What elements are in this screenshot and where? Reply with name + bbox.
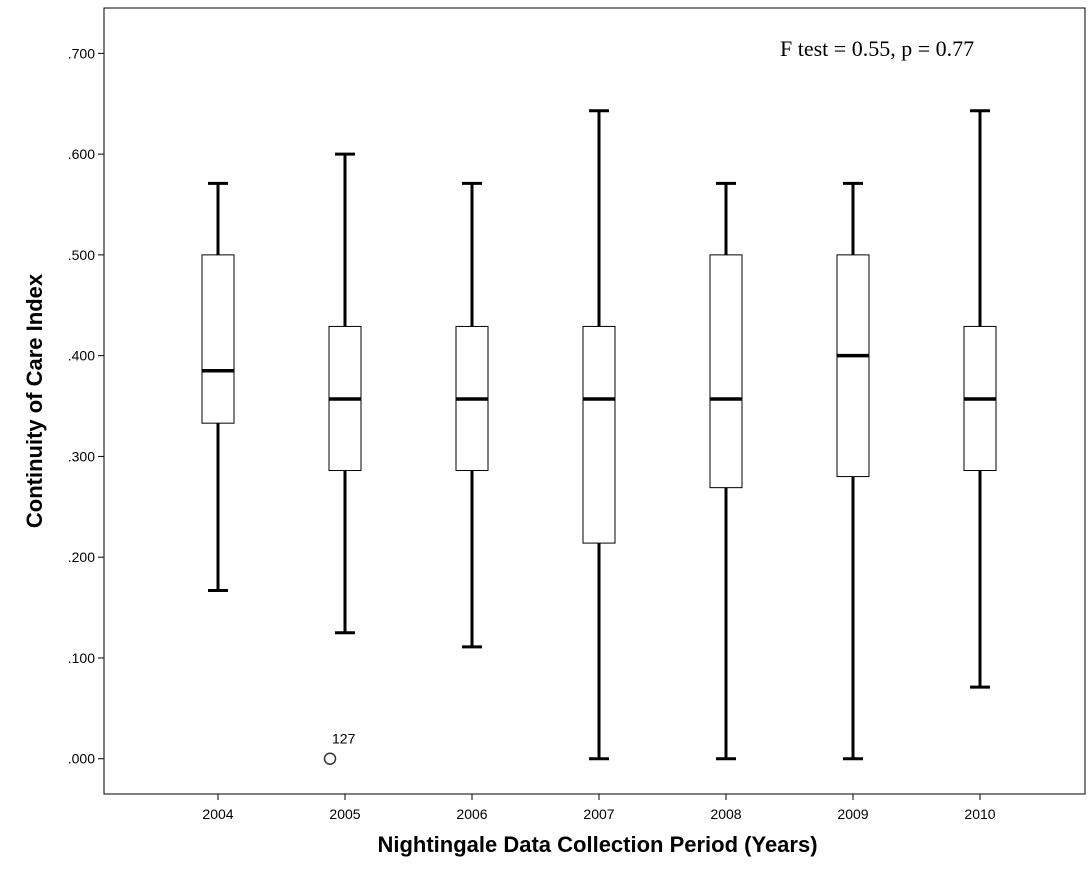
y-tick-label: .400 [68, 348, 95, 364]
outlier-series: 127 [323, 731, 356, 765]
box-2010 [963, 109, 997, 689]
x-tick-label: 2004 [202, 806, 233, 822]
x-tick-label: 2009 [837, 806, 868, 822]
y-tick-label: .200 [68, 549, 95, 565]
f-test-annotation: F test = 0.55, p = 0.77 [780, 36, 974, 61]
y-tick-label: .100 [68, 650, 95, 666]
y-tick-label: .600 [68, 146, 95, 162]
y-tick-label: .500 [68, 247, 95, 263]
y-tick-label: .300 [68, 448, 95, 464]
y-axis-title: Continuity of Care Index [22, 273, 47, 528]
x-tick-label: 2005 [329, 806, 360, 822]
box-2009 [836, 181, 870, 761]
box-2008 [709, 181, 743, 761]
x-tick-label: 2010 [964, 806, 995, 822]
iqr-box [582, 325, 616, 544]
box-2007 [582, 109, 616, 761]
outlier-point [323, 752, 337, 765]
plot-frame [103, 7, 1086, 795]
box-2006 [455, 181, 489, 649]
x-axis: 2004 2005 2006 2007 2008 2009 2010 [202, 794, 996, 822]
box-series [201, 109, 997, 761]
iqr-box [201, 254, 235, 424]
box-2005 [328, 152, 362, 635]
y-tick-label: .700 [68, 45, 95, 61]
x-tick-label: 2008 [710, 806, 741, 822]
iqr-box [836, 254, 870, 478]
plot-area [103, 7, 1086, 795]
x-tick-label: 2007 [583, 806, 614, 822]
x-tick-label: 2006 [456, 806, 487, 822]
y-axis: .000 .100 .200 .300 .400 .500 .600 .700 [68, 45, 104, 767]
x-axis-title: Nightingale Data Collection Period (Year… [377, 832, 817, 857]
box-2004 [201, 181, 235, 592]
y-tick-label: .000 [68, 751, 95, 767]
iqr-box [709, 254, 743, 489]
outlier-label: 127 [332, 731, 356, 747]
